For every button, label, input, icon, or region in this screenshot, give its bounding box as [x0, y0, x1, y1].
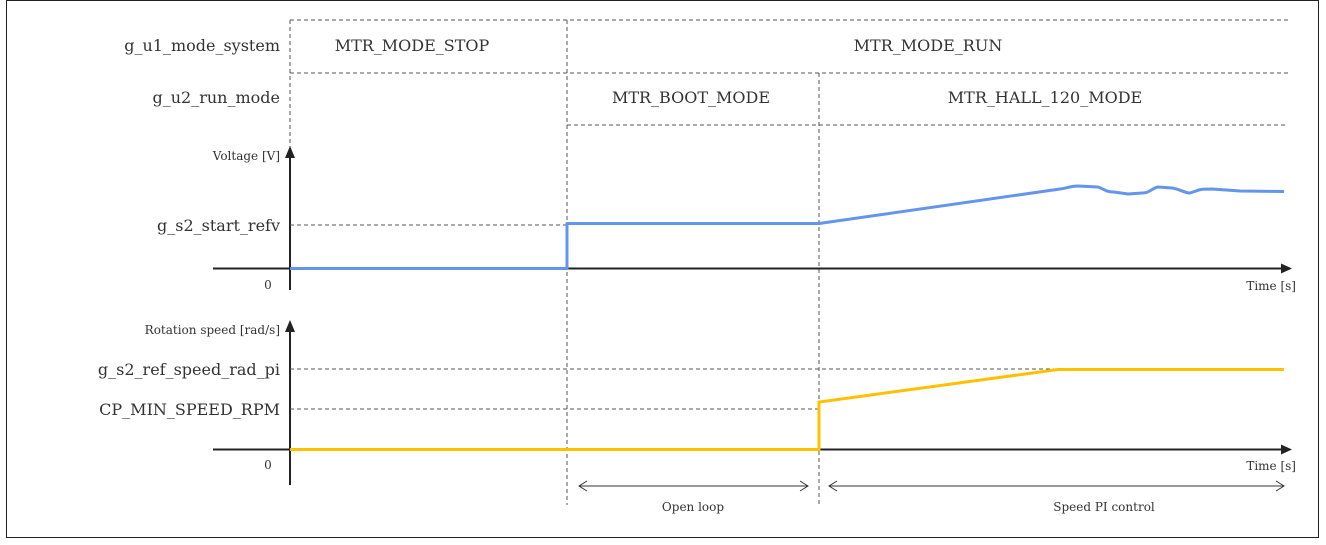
voltage-trace [290, 184, 1285, 270]
voltage-x-arrowhead [1281, 263, 1292, 274]
open-loop-right-arrowhead [799, 480, 809, 492]
min-speed-label: CP_MIN_SPEED_RPM [99, 400, 280, 419]
mode-run-cell: MTR_MODE_RUN [854, 36, 1003, 55]
voltage-y-label: Voltage [V] [212, 149, 280, 163]
mode-stop-cell: MTR_MODE_STOP [335, 36, 490, 55]
speed-chart: Rotation speed [rad/s] g_s2_ref_speed_ra… [98, 320, 1296, 485]
voltage-x-label: Time [s] [1246, 279, 1296, 293]
hall-mode-cell: MTR_HALL_120_MODE [948, 88, 1142, 107]
speed-zero-label: 0 [264, 458, 272, 472]
speed-x-arrowhead [1281, 444, 1292, 455]
speed-y-arrowhead [285, 320, 295, 332]
speed-x-label: Time [s] [1246, 459, 1296, 473]
phase-speed-pi: Speed PI control [828, 480, 1285, 514]
speed-trace [290, 368, 1284, 451]
run-mode-label: g_u2_run_mode [153, 88, 281, 107]
diagram-border [6, 0, 1319, 538]
voltage-zero-label: 0 [264, 278, 272, 292]
phase-open-loop: Open loop [578, 480, 809, 514]
speed-pi-right-arrowhead [1275, 480, 1285, 492]
open-loop-label: Open loop [662, 500, 724, 514]
boot-mode-cell: MTR_BOOT_MODE [612, 88, 770, 107]
voltage-chart: Voltage [V] g_s2_start_refv 0 Time [s] [157, 146, 1296, 293]
open-loop-left-arrowhead [578, 480, 588, 492]
speed-pi-label: Speed PI control [1053, 500, 1155, 514]
ref-speed-label: g_s2_ref_speed_rad_pi [98, 360, 280, 379]
voltage-y-arrowhead [285, 146, 295, 158]
speed-pi-left-arrowhead [828, 480, 838, 492]
mode-system-label: g_u1_mode_system [124, 36, 280, 55]
start-refv-label: g_s2_start_refv [157, 216, 280, 235]
speed-y-label: Rotation speed [rad/s] [145, 323, 280, 337]
